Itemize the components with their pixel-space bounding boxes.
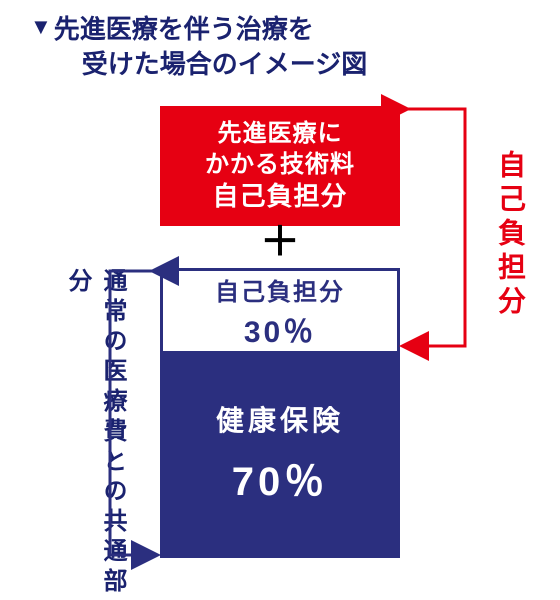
self-pay-30-box: 自己負担分 30％ (163, 271, 397, 351)
blue-box-line-1: 健康保険 (216, 399, 344, 439)
title-text-group: 先進医療を伴う治療を 受けた場合のイメージ図 (54, 12, 367, 82)
red-box-line-1: 先進医療に (218, 118, 343, 149)
standard-medical-cost-stack: 自己負担分 30％ 健康保険 70％ (160, 268, 400, 558)
diagram-title: ▼ 先進医療を伴う治療を 受けた場合のイメージ図 (30, 12, 367, 82)
advanced-medical-fee-box: 先進医療に かかる技術料 自己負担分 (160, 106, 400, 226)
right-vertical-label: 自己負担分 (490, 150, 530, 320)
health-insurance-70-box: 健康保険 70％ (163, 351, 397, 555)
blue-box-line-2: 70％ (232, 449, 329, 507)
left-bracket-icon (100, 268, 160, 558)
white-box-line-1: 自己負担分 (215, 272, 345, 307)
red-box-line-3: 自己負担分 (212, 180, 347, 214)
plus-symbol: ＋ (160, 220, 400, 264)
red-box-line-2: かかる技術料 (205, 149, 355, 180)
title-line-1: 先進医療を伴う治療を (54, 12, 367, 47)
white-box-line-2: 30％ (244, 307, 316, 351)
title-line-2: 受けた場合のイメージ図 (54, 47, 367, 82)
right-bracket-icon (400, 106, 480, 351)
triangle-marker-icon: ▼ (30, 14, 52, 40)
